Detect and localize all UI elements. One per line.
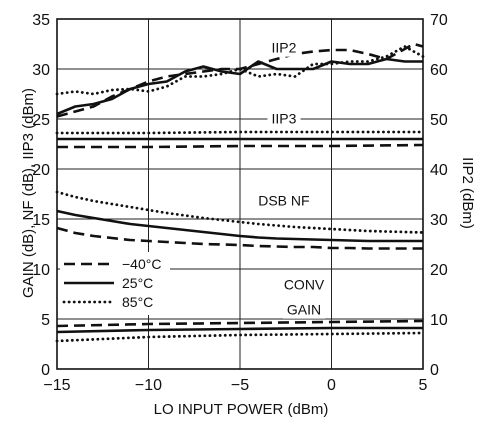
annotation-label: IIP3 (271, 111, 296, 127)
y-left-tick-label: 30 (32, 62, 50, 79)
y-right-tick-label: 40 (430, 162, 448, 179)
series-line-iip2-dotted (55, 45, 425, 96)
legend: −40°C 25°C 85°C (60, 252, 170, 315)
y-left-tick-label: 5 (41, 312, 50, 329)
y-left-tick-label: 15 (32, 212, 50, 229)
series-line-conv-gain-dotted (55, 331, 425, 343)
annotation-label: DSB NF (258, 193, 309, 209)
x-tick-label: −15 (43, 377, 70, 394)
y-right-tick-labels: 0 10 20 30 40 50 60 70 (430, 12, 448, 379)
legend-label: −40°C (122, 256, 161, 272)
series-line-dsb-nf-dotted (55, 190, 425, 234)
legend-label: 25°C (122, 275, 153, 291)
series-line-dsb-nf-solid (56, 209, 423, 243)
y-right-tick-label: 60 (430, 62, 448, 79)
x-tick-label: −5 (231, 377, 249, 394)
y-left-axis-title: GAIN (dB), NF (dB), IIP3 (dBm) (20, 88, 37, 298)
annotation-mask (279, 275, 329, 294)
x-tick-label: 5 (419, 377, 428, 394)
x-tick-labels: −15 −10 −5 0 5 (43, 377, 427, 394)
annotation-mask (282, 300, 326, 319)
y-right-tick-label: 10 (430, 312, 448, 329)
y-right-axis-title: IIP2 (dBm) (459, 157, 476, 229)
series-line-dsb-nf-dashed (56, 226, 423, 250)
series-group (55, 42, 425, 343)
annotation-mask (254, 191, 314, 210)
annotation-mask (267, 109, 301, 128)
series-line-conv-gain-dashed (56, 319, 424, 328)
x-axis-title: LO INPUT POWER (dBm) (154, 401, 329, 418)
series-line-iip2-solid (56, 57, 423, 116)
y-left-tick-label: 25 (32, 112, 50, 129)
y-left-tick-label: 20 (32, 162, 50, 179)
series-line-iip3-dashed (57, 143, 424, 149)
series-line-iip3-dotted (55, 130, 425, 135)
y-right-tick-label: 30 (430, 212, 448, 229)
x-tick-label: −10 (135, 377, 162, 394)
y-right-tick-label: 0 (430, 362, 439, 379)
y-right-tick-label: 70 (430, 12, 448, 29)
y-right-tick-label: 50 (430, 112, 448, 129)
annotation-label: CONV (284, 277, 325, 293)
annotation-mask (267, 38, 301, 57)
y-left-tick-labels: 0 5 10 15 20 25 30 35 (32, 12, 50, 379)
y-left-tick-label: 0 (41, 362, 50, 379)
grid (56, 18, 424, 370)
y-right-tick-label: 20 (430, 262, 448, 279)
x-tick-label: 0 (327, 377, 336, 394)
y-left-tick-label: 35 (32, 12, 50, 29)
y-left-tick-label: 10 (32, 262, 50, 279)
annotation-label: IIP2 (271, 40, 296, 56)
plot-frame (56, 18, 424, 370)
legend-label: 85°C (122, 294, 153, 310)
series-line-conv-gain-solid (56, 326, 423, 334)
annotation-label: GAIN (287, 302, 321, 318)
series-annotations: IIP2 IIP3 DSB NF CONV GAIN (254, 38, 329, 319)
